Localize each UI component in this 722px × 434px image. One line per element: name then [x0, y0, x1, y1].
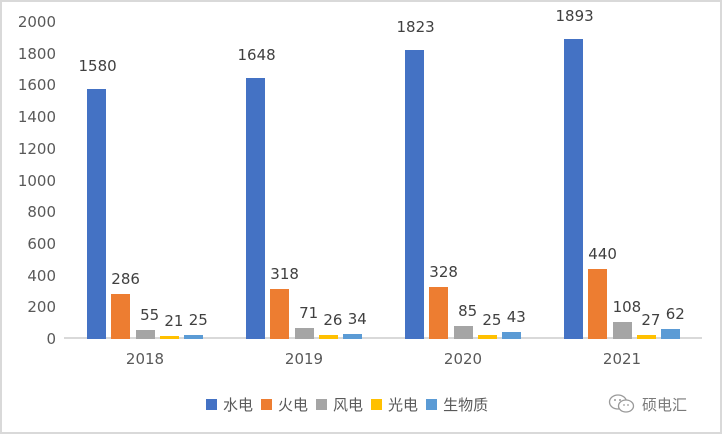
data-label: 328	[429, 263, 458, 281]
legend-item-wind: 风电	[316, 394, 363, 415]
bar	[661, 329, 681, 339]
data-label: 62	[665, 305, 685, 324]
bar	[429, 287, 449, 339]
watermark: 硕电汇	[608, 393, 687, 415]
bar	[270, 288, 290, 339]
bar	[246, 77, 265, 339]
data-label: 1893	[555, 6, 594, 25]
watermark-text: 硕电汇	[642, 395, 688, 414]
y-tick-label: 1000	[17, 171, 56, 190]
bar	[502, 332, 522, 339]
data-label: 286	[111, 269, 140, 288]
data-label: 1648	[237, 45, 276, 64]
data-label: 440	[588, 245, 617, 264]
bar	[343, 333, 363, 339]
data-label: 71	[299, 303, 319, 322]
legend-label: 水电	[223, 396, 254, 414]
bar	[318, 334, 338, 339]
data-label: 85	[458, 301, 478, 320]
data-label: 27	[641, 310, 661, 329]
legend-label: 风电	[333, 396, 364, 414]
bar	[477, 335, 497, 339]
data-label: 1580	[78, 56, 117, 75]
bar	[612, 321, 632, 339]
bar	[588, 269, 608, 339]
bar	[184, 335, 204, 339]
x-axis-line	[64, 337, 702, 339]
data-label: 108	[612, 297, 642, 316]
x-tick-label: 2018	[125, 350, 165, 368]
data-label: 21	[164, 311, 184, 330]
data-label: 43	[506, 308, 526, 327]
bar	[135, 330, 155, 339]
legend-item-thermal: 火电	[261, 394, 308, 415]
legend-label: 光电	[388, 396, 419, 414]
y-tick-label: 400	[27, 266, 56, 285]
x-tick-label: 2020	[443, 350, 483, 368]
legend-swatch	[316, 399, 328, 410]
bar	[636, 334, 656, 339]
bar	[87, 88, 106, 339]
y-tick-label: 0	[46, 330, 56, 348]
bar	[564, 38, 583, 339]
y-tick-label: 200	[27, 298, 56, 317]
y-tick-label: 1600	[17, 76, 56, 95]
legend-item-solar: 光电	[371, 394, 418, 415]
legend-label: 火电	[278, 396, 309, 414]
bar	[111, 293, 131, 339]
legend: 水电 火电 风电 光电 生物质	[206, 394, 496, 415]
data-label: 25	[188, 311, 208, 330]
bar	[405, 50, 424, 339]
legend-swatch	[206, 399, 217, 410]
legend-item-hydro: 水电	[206, 394, 253, 415]
wechat-icon	[608, 394, 635, 413]
x-tick-label: 2021	[602, 350, 642, 368]
y-tick-label: 2000	[17, 13, 56, 31]
data-label: 26	[323, 310, 343, 329]
y-tick-label: 800	[27, 203, 56, 222]
bar	[159, 335, 179, 339]
x-tick-label: 2019	[284, 350, 324, 368]
data-label: 318	[270, 264, 299, 283]
legend-item-biomass: 生物质	[426, 394, 488, 415]
data-label: 1823	[396, 18, 435, 37]
legend-swatch	[261, 399, 273, 410]
bar	[294, 327, 314, 339]
y-tick-label: 600	[27, 234, 56, 253]
legend-swatch	[371, 399, 383, 410]
data-label: 25	[482, 311, 502, 330]
y-tick-label: 1800	[17, 44, 56, 63]
bar	[453, 325, 473, 339]
legend-label: 生物质	[443, 396, 489, 414]
y-tick-label: 1200	[17, 139, 56, 158]
y-tick-label: 1400	[17, 108, 56, 127]
legend-swatch	[426, 399, 438, 410]
data-label: 55	[140, 306, 160, 325]
data-label: 34	[347, 309, 367, 328]
